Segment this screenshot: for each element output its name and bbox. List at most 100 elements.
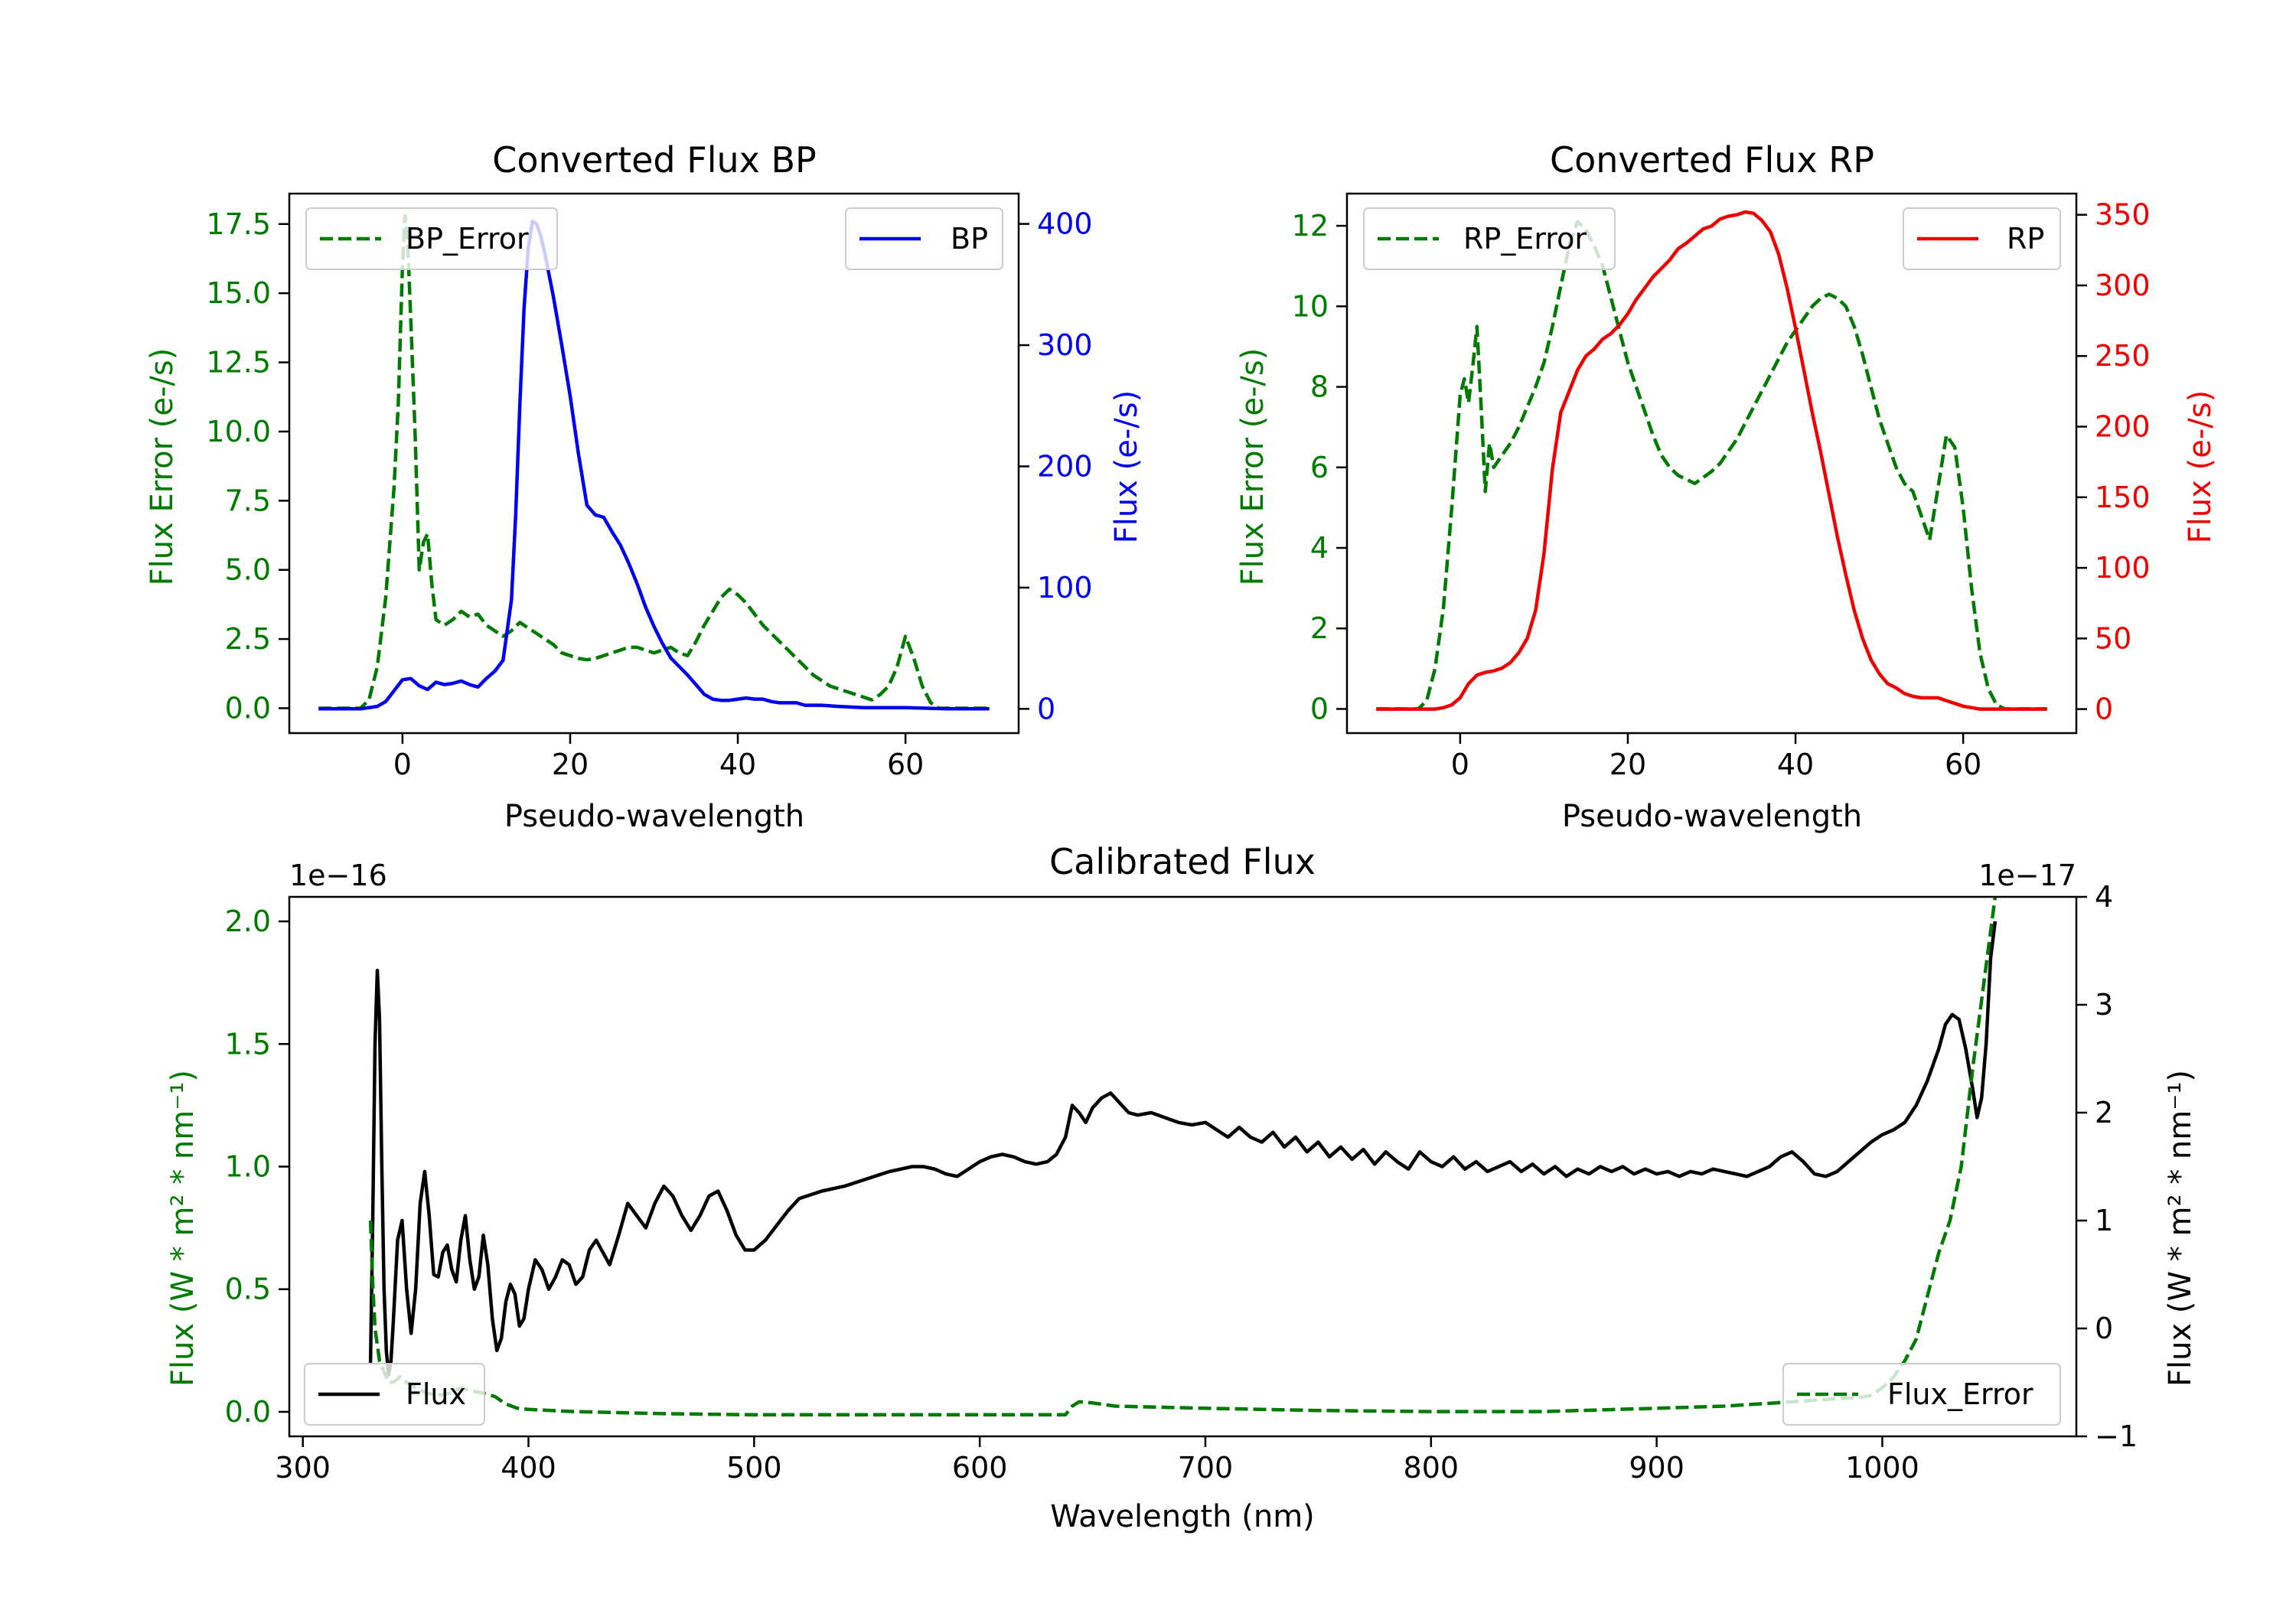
cal-xlabel: Wavelength (nm) xyxy=(1050,1499,1315,1534)
rp-ylabel-right: Flux (e-/s) xyxy=(2183,390,2218,543)
bp-ytick-right-label: 300 xyxy=(1037,328,1093,362)
cal-xtick-label: 400 xyxy=(501,1451,556,1485)
rp-ytick-left-label: 0 xyxy=(1310,692,1329,725)
rp-xtick-label: 60 xyxy=(1945,748,1981,781)
bp-ytick-left-label: 2.5 xyxy=(225,622,271,656)
bp-plot-area xyxy=(318,214,990,711)
cal-legend-error-label: Flux_Error xyxy=(1887,1377,2033,1411)
rp-ytick-right-label: 100 xyxy=(2095,551,2151,585)
bp-ytick-left-label: 15.0 xyxy=(206,276,271,310)
cal-offset-left: 1e−16 xyxy=(289,859,387,892)
cal-ytick-right-label: 1 xyxy=(2095,1204,2113,1237)
bp-xtick-label: 20 xyxy=(552,748,589,781)
bp-ytick-left-label: 0.0 xyxy=(225,691,271,725)
rp-legend-error-label: RP_Error xyxy=(1463,222,1587,256)
rp-ytick-right-label: 300 xyxy=(2095,269,2151,302)
cal-ytick-right-label: 2 xyxy=(2095,1096,2113,1129)
cal-offset-right: 1e−17 xyxy=(1978,859,2076,892)
rp-ytick-left-label: 6 xyxy=(1310,451,1329,484)
bp-axes-frame xyxy=(288,192,1020,735)
bp-ytick-left-label: 7.5 xyxy=(225,484,271,517)
bp-title: Converted Flux BP xyxy=(492,139,817,181)
cal-xtick-label: 800 xyxy=(1404,1451,1459,1485)
bp-legend-right: BP xyxy=(845,207,1003,270)
cal-ytick-right-label: 0 xyxy=(2095,1312,2113,1345)
bp-series-bp xyxy=(318,220,990,711)
bp-xlabel: Pseudo-wavelength xyxy=(504,799,804,834)
bp-ytick-right-label: 200 xyxy=(1037,449,1093,483)
cal-ytick-left-label: 0.5 xyxy=(225,1273,271,1306)
cal-xtick-label: 500 xyxy=(726,1451,782,1485)
cal-ytick-right-label: 4 xyxy=(2095,880,2113,914)
rp-ytick-left-label: 4 xyxy=(1310,531,1329,565)
rp-series-rp-error xyxy=(1376,220,2047,711)
bp-ytick-right-label: 100 xyxy=(1037,571,1093,605)
bp-ytick-left-label: 5.0 xyxy=(225,553,271,587)
bp-xtick-label: 0 xyxy=(393,748,412,781)
cal-xtick-label: 300 xyxy=(275,1451,331,1485)
bp-ytick-right-label: 0 xyxy=(1037,692,1055,725)
cal-xtick-label: 600 xyxy=(952,1451,1008,1485)
bp-ylabel-left: Flux Error (e-/s) xyxy=(145,348,180,586)
rp-legend-flux-label: RP xyxy=(2007,222,2044,256)
rp-ylabel-left: Flux Error (e-/s) xyxy=(1235,348,1270,586)
rp-xlabel: Pseudo-wavelength xyxy=(1562,799,1862,834)
cal-ylabel-right: Flux (W * m² * nm⁻¹) xyxy=(2163,1070,2198,1387)
cal-xtick-label: 700 xyxy=(1178,1451,1234,1485)
rp-ytick-right-label: 350 xyxy=(2095,198,2151,232)
cal-legend-right-box xyxy=(1782,1363,2061,1426)
bp-series-bp-error xyxy=(318,214,990,710)
cal-xtick-label: 1000 xyxy=(1845,1451,1919,1485)
rp-legend-left-box xyxy=(1363,207,1616,270)
bp-xtick-label: 60 xyxy=(887,748,924,781)
bp-legend-error-label: BP_Error xyxy=(406,222,529,256)
rp-title: Converted Flux RP xyxy=(1550,139,1874,181)
cal-ytick-left-label: 1.5 xyxy=(225,1027,271,1061)
cal-ytick-left-label: 1.0 xyxy=(225,1150,271,1184)
rp-ytick-left-label: 8 xyxy=(1310,370,1329,404)
cal-title: Calibrated Flux xyxy=(1049,841,1316,882)
cal-ytick-right-label: 3 xyxy=(2095,988,2113,1022)
rp-ytick-right-label: 150 xyxy=(2095,481,2151,514)
cal-series-flux xyxy=(368,921,1998,1377)
rp-ytick-left-label: 10 xyxy=(1292,289,1329,323)
bp-ytick-left-label: 17.5 xyxy=(206,207,271,241)
rp-plot-area xyxy=(1376,210,2047,711)
cal-ytick-right-label: −1 xyxy=(2095,1420,2138,1453)
rp-ytick-left-label: 12 xyxy=(1292,209,1329,243)
rp-legend-right-box xyxy=(1903,207,2061,270)
bp-legend-right-box xyxy=(845,207,1003,270)
rp-ticks: 0 20 40 60 0 2 4 6 8 10 12 0 50 100 150 200 250 300 350 xyxy=(1292,198,2151,781)
bp-legend-left: BP_Error xyxy=(305,207,558,270)
cal-ytick-left-label: 0.0 xyxy=(225,1395,271,1429)
bp-ylabel-right: Flux (e-/s) xyxy=(1109,390,1144,543)
rp-legend-right: RP xyxy=(1903,207,2061,270)
rp-ytick-left-label: 2 xyxy=(1310,611,1329,645)
cal-legend-left-box xyxy=(304,1363,485,1426)
bp-ytick-right-label: 400 xyxy=(1037,207,1093,241)
cal-ylabel-left: Flux (W * m² * nm⁻¹) xyxy=(165,1070,201,1387)
rp-axes-frame xyxy=(1345,192,2078,735)
cal-ytick-left-label: 2.0 xyxy=(225,905,271,938)
bp-panel: Converted Flux BP Pseudo-wavelength Flux… xyxy=(145,139,1144,834)
rp-series-rp xyxy=(1376,210,2047,711)
cal-axes-frame xyxy=(288,895,2078,1438)
rp-ytick-right-label: 200 xyxy=(2095,410,2151,444)
bp-xtick-label: 40 xyxy=(719,748,756,781)
rp-panel: Converted Flux RP Pseudo-wavelength Flux… xyxy=(1235,139,2218,834)
bp-ytick-left-label: 12.5 xyxy=(206,346,271,380)
rp-legend-left: RP_Error xyxy=(1363,207,1616,270)
cal-legend-left: Flux xyxy=(304,1363,485,1426)
rp-xtick-label: 20 xyxy=(1609,748,1646,781)
bp-ytick-left-label: 10.0 xyxy=(206,415,271,448)
rp-ytick-right-label: 0 xyxy=(2095,693,2113,726)
rp-xtick-label: 40 xyxy=(1777,748,1814,781)
cal-xtick-label: 900 xyxy=(1629,1451,1684,1485)
cal-legend-right: Flux_Error xyxy=(1782,1363,2061,1426)
cal-legend-flux-label: Flux xyxy=(406,1377,466,1411)
rp-xtick-label: 0 xyxy=(1451,748,1469,781)
rp-ytick-right-label: 50 xyxy=(2095,621,2131,655)
bp-legend-left-box xyxy=(305,207,558,270)
calibrated-panel: Calibrated Flux Wavelength (nm) Flux (W … xyxy=(165,841,2198,1534)
